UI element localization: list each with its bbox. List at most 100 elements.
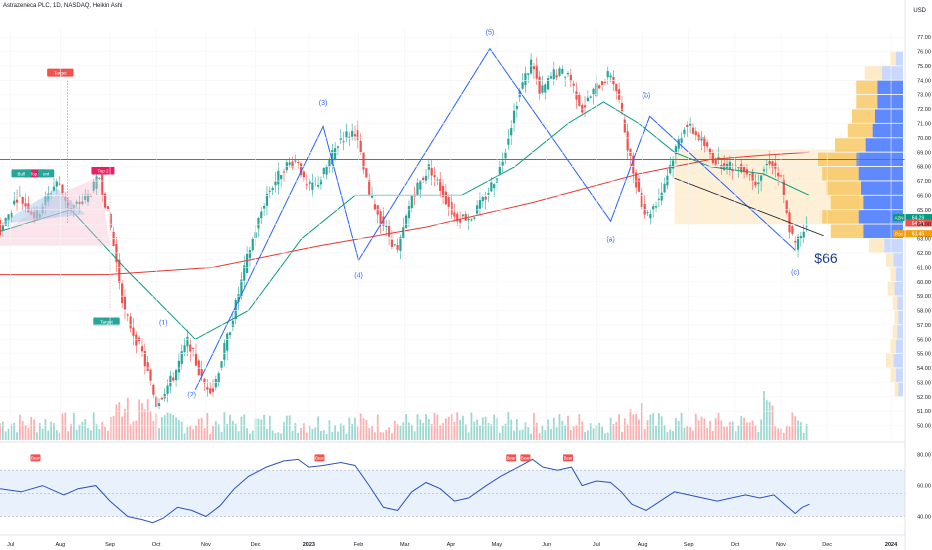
volume-bar (405, 414, 408, 440)
candle-body (58, 183, 61, 185)
candle-body (328, 159, 331, 167)
candle-body (123, 296, 127, 310)
volume-bar (285, 415, 288, 440)
volume-bar (325, 433, 328, 440)
candle-body (311, 182, 314, 190)
candle-body (336, 146, 340, 148)
candle-body (683, 129, 686, 135)
volume-bar (541, 425, 544, 440)
candle-body (379, 211, 382, 224)
candle-body (1, 225, 4, 231)
volume-bar (197, 418, 200, 440)
price-label-bg (905, 219, 932, 227)
volume-bar (104, 426, 106, 440)
candle-body (135, 334, 138, 346)
price-tick-label: 59.00 (917, 294, 931, 300)
pattern-shading (0, 188, 86, 225)
volume-bar (379, 432, 382, 440)
volume-bar (246, 428, 248, 440)
volume-bar (271, 430, 274, 440)
volume-bar (538, 433, 541, 440)
candle-body (24, 203, 27, 207)
volume-profile-bar (895, 267, 903, 282)
volume-bar (746, 422, 748, 440)
volume-bar (277, 432, 280, 440)
volume-profile-bar (852, 109, 875, 123)
candle-body (433, 175, 436, 178)
candle-body (566, 72, 570, 75)
price-label-value: 64.29 (912, 216, 925, 222)
volume-bar (765, 400, 768, 440)
candle-body (61, 184, 64, 194)
candle-body (592, 88, 595, 95)
volume-bar (84, 419, 87, 440)
volume-bar (61, 413, 64, 440)
candle-body (467, 218, 470, 221)
candle-body (572, 83, 575, 86)
candle-body (143, 351, 146, 367)
rsi-annotation-label: Bear (315, 455, 324, 460)
candle-body (487, 193, 490, 195)
candle-body (285, 162, 288, 171)
candle-body (450, 201, 453, 215)
volume-bar (243, 414, 246, 440)
candle-body (512, 110, 516, 124)
volume-bar (163, 415, 166, 440)
candle-body (410, 195, 413, 209)
volume-bar (706, 427, 709, 440)
price-pane[interactable]: (1)(2)(3)(4)(5)(a)(b)(c)$66TargetTargetT… (0, 29, 932, 440)
candle-body (552, 69, 555, 80)
volume-bar (498, 432, 501, 440)
volume-bar (308, 426, 311, 440)
volume-bar (604, 433, 606, 440)
candle-body (240, 279, 243, 297)
candle-body (393, 244, 396, 246)
volume-profile-bar (890, 267, 896, 282)
volume-bar (473, 421, 476, 440)
candle-body (177, 360, 181, 373)
candle-body (654, 206, 658, 208)
price-tick-label: 71.00 (917, 122, 931, 128)
rsi-tick-label: 40.00 (917, 515, 931, 521)
x-tick-label: Aug (55, 542, 65, 548)
price-target-text: $66 (814, 250, 838, 266)
price-tick-label: 50.00 (917, 424, 931, 430)
volume-bar (234, 423, 237, 440)
volume-bar (13, 422, 16, 440)
volume-bar (7, 428, 10, 440)
volume-profile-bar (856, 94, 878, 109)
candle-body (669, 164, 672, 174)
volume-bar (169, 413, 172, 440)
volume-bar (629, 409, 632, 440)
candle-body (169, 375, 172, 387)
volume-bar (464, 424, 467, 440)
volume-bar (649, 414, 652, 440)
volume-bar (129, 424, 132, 440)
volume-bar (694, 413, 697, 440)
volume-bar (578, 414, 581, 440)
candle-body (751, 172, 754, 181)
candle-body (652, 206, 655, 210)
rsi-pane[interactable]: Bear Bear Bear Bear Bear (0, 454, 905, 524)
candle-body (152, 384, 155, 395)
candle-body (370, 195, 374, 198)
candle-body (694, 131, 697, 135)
volume-bar (782, 432, 785, 440)
candle-body (75, 201, 78, 204)
price-tick-label: 77.00 (917, 35, 931, 41)
volume-bar (726, 426, 728, 440)
volume-bar (794, 416, 797, 440)
price-tick-label: 67.00 (917, 179, 931, 185)
candle-body (498, 166, 501, 174)
price-tick-label: 63.00 (917, 237, 931, 243)
volume-bar (200, 417, 203, 440)
price-tick-label: 60.00 (917, 280, 931, 286)
volume-profile-bar (830, 195, 864, 210)
candle-body (728, 161, 731, 170)
volume-bar (456, 412, 459, 440)
annotation-label: Bull (18, 171, 26, 176)
candle-body (146, 362, 149, 371)
volume-bar (4, 431, 7, 440)
candle-body (106, 206, 110, 209)
